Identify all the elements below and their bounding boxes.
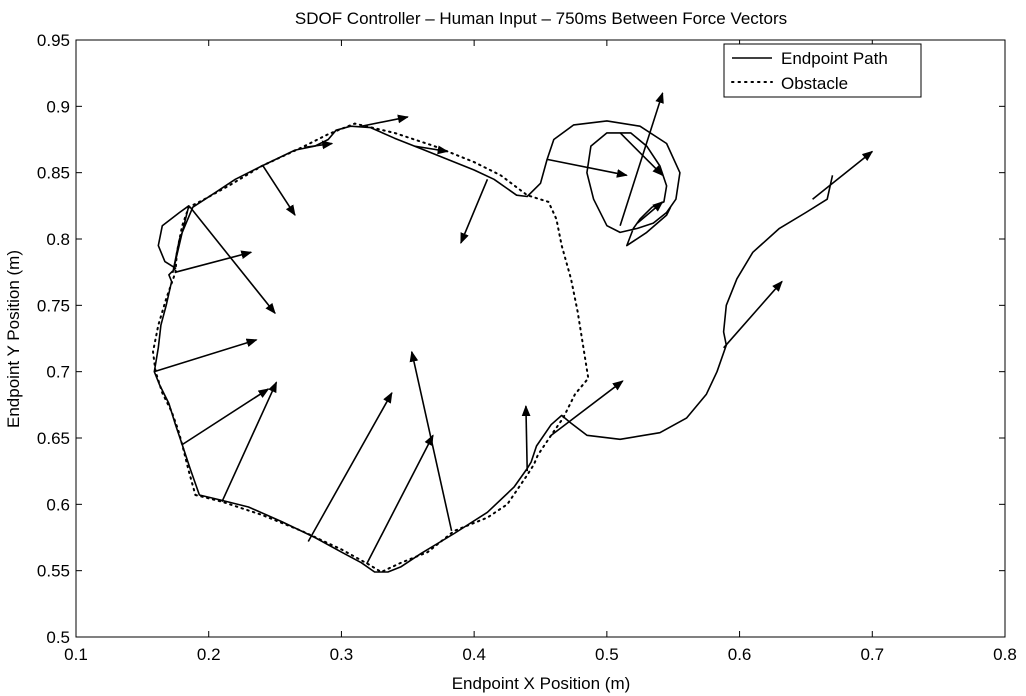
force-vector-arrow bbox=[175, 250, 253, 273]
y-axis-title: Endpoint Y Position (m) bbox=[4, 250, 23, 428]
y-tick-label: 0.75 bbox=[37, 296, 70, 315]
endpoint-path-line bbox=[153, 120, 834, 573]
plot-area bbox=[75, 39, 1006, 638]
chart-title: SDOF Controller – Human Input – 750ms Be… bbox=[295, 9, 787, 28]
force-vector-arrow bbox=[181, 388, 270, 446]
y-tick-label: 0.8 bbox=[46, 230, 70, 249]
force-vector-arrow bbox=[221, 381, 278, 503]
force-vector-arrow bbox=[636, 201, 664, 224]
force-vector-arrow bbox=[307, 391, 393, 542]
force-vector-arrow bbox=[189, 206, 276, 315]
x-tick-label: 0.8 bbox=[993, 645, 1017, 664]
x-tick-label: 0.1 bbox=[64, 645, 88, 664]
force-vector-arrow bbox=[409, 350, 453, 532]
y-tick-label: 0.9 bbox=[46, 97, 70, 116]
force-vector-arrow bbox=[262, 165, 296, 217]
force-vector-arrow bbox=[812, 150, 874, 200]
x-axis-title: Endpoint X Position (m) bbox=[452, 674, 631, 693]
force-vector-arrow bbox=[365, 434, 434, 565]
y-tick-label: 0.7 bbox=[46, 363, 70, 382]
force-vector-arrow bbox=[460, 178, 489, 244]
obstacle-layer bbox=[151, 122, 590, 574]
force-vector-arrow bbox=[619, 92, 664, 226]
y-tick-label: 0.65 bbox=[37, 429, 70, 448]
x-tick-label: 0.2 bbox=[197, 645, 221, 664]
x-tick-label: 0.5 bbox=[595, 645, 619, 664]
legend-label-obstacle: Obstacle bbox=[781, 74, 848, 93]
force-vector-layer bbox=[154, 92, 874, 565]
y-tick-label: 0.55 bbox=[37, 562, 70, 581]
axis-ticks: 0.1 0.2 0.3 0.4 0.5 0.6 0.7 0.8 0.5 0.55 0.6 0.65 0.… bbox=[37, 31, 1017, 664]
y-tick-label: 0.85 bbox=[37, 164, 70, 183]
y-tick-label: 0.95 bbox=[37, 31, 70, 50]
legend-label-endpoint-path: Endpoint Path bbox=[781, 49, 888, 68]
force-vector-arrow bbox=[154, 338, 258, 373]
x-tick-label: 0.4 bbox=[462, 645, 486, 664]
x-tick-label: 0.7 bbox=[860, 645, 884, 664]
force-vector-arrow bbox=[546, 158, 628, 178]
x-tick-label: 0.3 bbox=[330, 645, 354, 664]
y-tick-label: 0.6 bbox=[46, 495, 70, 514]
force-vector-arrow bbox=[521, 405, 531, 472]
legend: Endpoint Path Obstacle bbox=[723, 43, 922, 98]
force-vector-arrow bbox=[723, 280, 783, 349]
force-vector-arrow bbox=[304, 140, 334, 150]
y-tick-label: 0.5 bbox=[46, 628, 70, 647]
force-vector-arrow bbox=[550, 380, 624, 436]
force-vector-arrow bbox=[361, 114, 409, 128]
force-vector-arrow bbox=[414, 145, 449, 155]
endpoint-path-layer bbox=[153, 120, 834, 573]
force-vector-arrow bbox=[619, 132, 664, 177]
obstacle-line bbox=[151, 122, 590, 574]
legend-box bbox=[723, 43, 922, 98]
x-tick-label: 0.6 bbox=[728, 645, 752, 664]
